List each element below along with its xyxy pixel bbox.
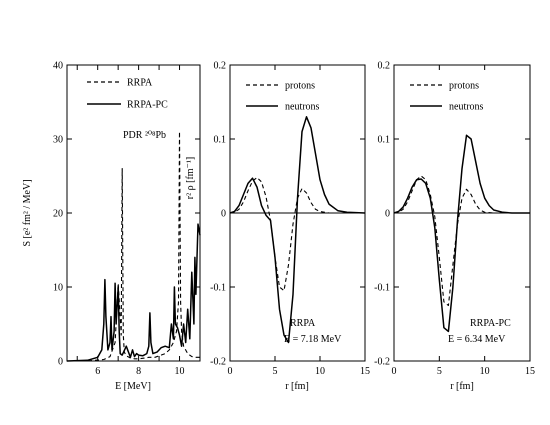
y-tick-label-b-4: 0.2 [214, 61, 227, 72]
x-tick-label-a-5: 10 [175, 366, 185, 377]
x-tick-label-b-3: 15 [360, 366, 370, 377]
panel-a-ylabel: S [e² fm² / MeV] [22, 179, 33, 246]
panel-b-annotation-model: RRPA [290, 318, 316, 329]
y-tick-label-c-2: 0 [385, 209, 390, 220]
series-line-rrpa-panel-a [67, 131, 200, 362]
y-tick-label-c-4: 0.2 [378, 61, 391, 72]
series-line-rrpa-pc-panel-a [66, 223, 201, 362]
panel-b-legend: protons neutrons [246, 81, 320, 113]
panel-b-xlabel: r [fm] [285, 381, 309, 392]
panel-b: 0 5 10 15 -0.2 -0.1 0 0.1 0.2 protons neutrons R… [185, 61, 370, 393]
panel-b-annotation-energy: E = 7.18 MeV [284, 334, 342, 345]
x-tick-label-a-1: 6 [95, 366, 100, 377]
y-tick-label-a-1: 10 [53, 283, 63, 294]
panel-a-ticks: 6 8 10 0 10 20 30 40 [53, 61, 200, 377]
panel-c-annotation-model: RRPA-PC [470, 318, 511, 329]
panel-c-xlabel: r [fm] [450, 381, 474, 392]
legend-label-neutrons-b: neutrons [285, 102, 320, 113]
panel-c-annotation-energy: E = 6.34 MeV [448, 334, 506, 345]
panel-c-ticks: 0 5 10 15 -0.2 -0.1 0 0.1 0.2 [374, 61, 535, 378]
panel-c-marks [393, 134, 530, 333]
x-tick-label-b-0: 0 [228, 366, 233, 377]
panel-a-xlabel: E [MeV] [115, 381, 151, 392]
series-line-protons-panel-b [229, 176, 365, 292]
y-tick-label-b-1: -0.1 [210, 283, 226, 294]
panel-a-legend: RRPA RRPA-PC [87, 78, 168, 111]
legend-label-rrpa-pc: RRPA-PC [127, 100, 168, 111]
panel-c: 0 5 10 15 -0.2 -0.1 0 0.1 0.2 protons neutrons R… [374, 61, 535, 393]
y-tick-label-b-2: 0 [221, 209, 226, 220]
panel-a-annotation: PDR ²⁰⁸Pb [123, 130, 166, 141]
legend-label-rrpa: RRPA [127, 78, 153, 89]
series-line-neutrons-panel-b [229, 116, 366, 344]
panel-c-legend: protons neutrons [410, 81, 484, 113]
panel-a: 6 8 10 0 10 20 30 40 RRPA RRPA-PC PDR ²⁰⁸Pb E [… [22, 61, 201, 392]
series-line-protons-panel-c [393, 175, 530, 307]
x-tick-label-a-3: 8 [136, 366, 141, 377]
x-tick-label-c-2: 10 [480, 366, 490, 377]
legend-label-neutrons-c: neutrons [449, 102, 484, 113]
panel-a-marks [66, 131, 201, 362]
x-tick-label-b-2: 10 [315, 366, 325, 377]
panel-b-marks [229, 116, 366, 344]
series-line-neutrons-panel-c [393, 134, 530, 333]
y-tick-label-a-2: 20 [53, 209, 63, 220]
y-tick-label-c-3: 0.1 [378, 135, 391, 146]
y-tick-label-b-3: 0.1 [214, 135, 227, 146]
panel-b-ylabel: r² ρ [fm⁻¹] [185, 157, 196, 199]
x-tick-label-c-1: 5 [437, 366, 442, 377]
y-tick-label-c-1: -0.1 [374, 283, 390, 294]
legend-label-protons-b: protons [285, 81, 315, 92]
legend-label-protons-c: protons [449, 81, 479, 92]
y-tick-label-a-0: 0 [58, 357, 63, 368]
panel-b-ticks: 0 5 10 15 -0.2 -0.1 0 0.1 0.2 [210, 61, 370, 378]
x-tick-label-c-0: 0 [392, 366, 397, 377]
y-tick-label-a-3: 30 [53, 135, 63, 146]
x-tick-label-b-1: 5 [273, 366, 278, 377]
y-tick-label-b-0: -0.2 [210, 357, 226, 368]
x-tick-label-c-3: 15 [525, 366, 535, 377]
y-tick-label-c-0: -0.2 [374, 357, 390, 368]
y-tick-label-a-4: 40 [53, 61, 63, 72]
